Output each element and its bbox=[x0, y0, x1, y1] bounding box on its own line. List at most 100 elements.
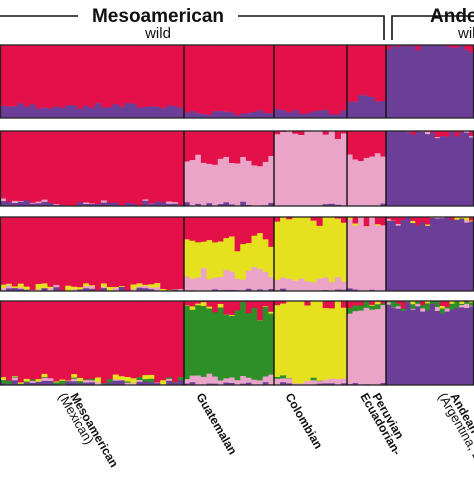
admixture-bar bbox=[445, 137, 450, 207]
admixture-bar bbox=[12, 131, 18, 201]
admixture-bar bbox=[89, 217, 95, 285]
admixture-bar bbox=[42, 45, 48, 108]
admixture-bar bbox=[375, 45, 381, 102]
admixture-bar bbox=[12, 378, 18, 381]
admixture-bar bbox=[195, 242, 201, 277]
admixture-bar bbox=[113, 217, 119, 287]
admixture-bar bbox=[71, 379, 77, 382]
admixture-bar bbox=[184, 276, 190, 290]
admixture-bar bbox=[347, 131, 353, 155]
admixture-bar bbox=[386, 221, 391, 291]
admixture-bar bbox=[89, 131, 95, 203]
admixture-bar bbox=[212, 165, 218, 206]
admixture-bar bbox=[53, 217, 59, 285]
admixture-bar bbox=[420, 312, 425, 386]
admixture-bar bbox=[415, 306, 420, 385]
admixture-bar bbox=[240, 302, 246, 376]
admixture-bar bbox=[24, 301, 30, 379]
admixture-bar bbox=[464, 308, 469, 385]
admixture-bar bbox=[391, 131, 396, 206]
admixture-bar bbox=[358, 95, 364, 118]
admixture-bar bbox=[184, 217, 190, 239]
admixture-bar bbox=[59, 381, 65, 385]
admixture-bar bbox=[246, 45, 252, 113]
admixture-bar bbox=[223, 270, 229, 290]
admixture-bar bbox=[358, 131, 364, 161]
admixture-bar bbox=[95, 217, 101, 291]
admixture-bar bbox=[440, 218, 445, 291]
admixture-bar bbox=[298, 45, 304, 114]
admixture-bar bbox=[101, 287, 107, 288]
admixture-bar bbox=[166, 131, 172, 202]
admixture-bar bbox=[160, 131, 166, 202]
admixture-bar bbox=[42, 374, 48, 377]
admixture-bar bbox=[335, 379, 341, 385]
admixture-bar bbox=[53, 131, 59, 204]
admixture-bar bbox=[184, 239, 190, 276]
admixture-bar bbox=[83, 283, 89, 286]
admixture-bar bbox=[154, 45, 160, 107]
admixture-bar bbox=[59, 108, 65, 118]
admixture-bar bbox=[212, 131, 218, 165]
admixture-bar bbox=[335, 45, 341, 115]
admixture-bar bbox=[425, 224, 430, 226]
admixture-bar bbox=[240, 376, 246, 384]
admixture-bar bbox=[18, 288, 24, 289]
admixture-bar bbox=[391, 301, 396, 307]
admixture-bar bbox=[6, 131, 12, 202]
admixture-bar bbox=[71, 45, 77, 106]
admixture-bar bbox=[89, 379, 95, 381]
admixture-bar bbox=[95, 301, 101, 378]
admixture-bar bbox=[445, 46, 450, 118]
admixture-bar bbox=[358, 305, 364, 310]
admixture-bar bbox=[218, 131, 224, 159]
population-label: Colombian bbox=[282, 391, 325, 452]
admixture-bar bbox=[71, 301, 77, 374]
admixture-bar bbox=[246, 217, 252, 243]
admixture-bar bbox=[317, 45, 323, 111]
admixture-bar bbox=[347, 45, 353, 102]
admixture-bar bbox=[83, 286, 89, 288]
admixture-bar bbox=[440, 301, 445, 306]
admixture-bar bbox=[274, 217, 280, 222]
admixture-bar bbox=[459, 45, 464, 118]
admixture-bar bbox=[6, 107, 12, 119]
admixture-bar bbox=[454, 137, 459, 207]
admixture-bar bbox=[396, 226, 401, 292]
admixture-bar bbox=[195, 304, 201, 306]
admixture-bar bbox=[65, 301, 71, 381]
admixture-bar bbox=[148, 45, 154, 106]
admixture-bar bbox=[119, 217, 125, 286]
admixture-bar bbox=[18, 217, 24, 284]
admixture-bar bbox=[369, 217, 375, 290]
admixture-bar bbox=[107, 107, 113, 118]
admixture-bar bbox=[30, 45, 36, 105]
admixture-bar bbox=[406, 132, 411, 206]
admixture-bar bbox=[142, 301, 148, 375]
admixture-bar bbox=[119, 131, 125, 206]
admixture-bar bbox=[450, 310, 455, 386]
admixture-bar bbox=[375, 224, 381, 225]
admixture-bar bbox=[154, 283, 160, 287]
admixture-bar bbox=[317, 279, 323, 292]
admixture-bar bbox=[77, 131, 83, 202]
admixture-bar bbox=[195, 131, 201, 155]
admixture-bar bbox=[47, 131, 53, 203]
admixture-bar bbox=[410, 45, 415, 118]
admixture-bar bbox=[375, 225, 381, 291]
admixture-bar bbox=[353, 102, 359, 119]
admixture-bar bbox=[77, 45, 83, 109]
admixture-bar bbox=[323, 135, 329, 205]
admixture-bar bbox=[420, 45, 425, 118]
admixture-bar bbox=[207, 301, 213, 307]
admixture-bar bbox=[375, 302, 381, 305]
admixture-bar bbox=[420, 308, 425, 311]
admixture-bar bbox=[229, 272, 235, 291]
admixture-bar bbox=[166, 301, 172, 378]
admixture-bar bbox=[292, 301, 298, 383]
admixture-bar bbox=[137, 377, 143, 380]
admixture-bar bbox=[71, 374, 77, 378]
admixture-bar bbox=[30, 131, 36, 203]
admixture-bar bbox=[119, 45, 125, 107]
admixture-bar bbox=[137, 131, 143, 206]
